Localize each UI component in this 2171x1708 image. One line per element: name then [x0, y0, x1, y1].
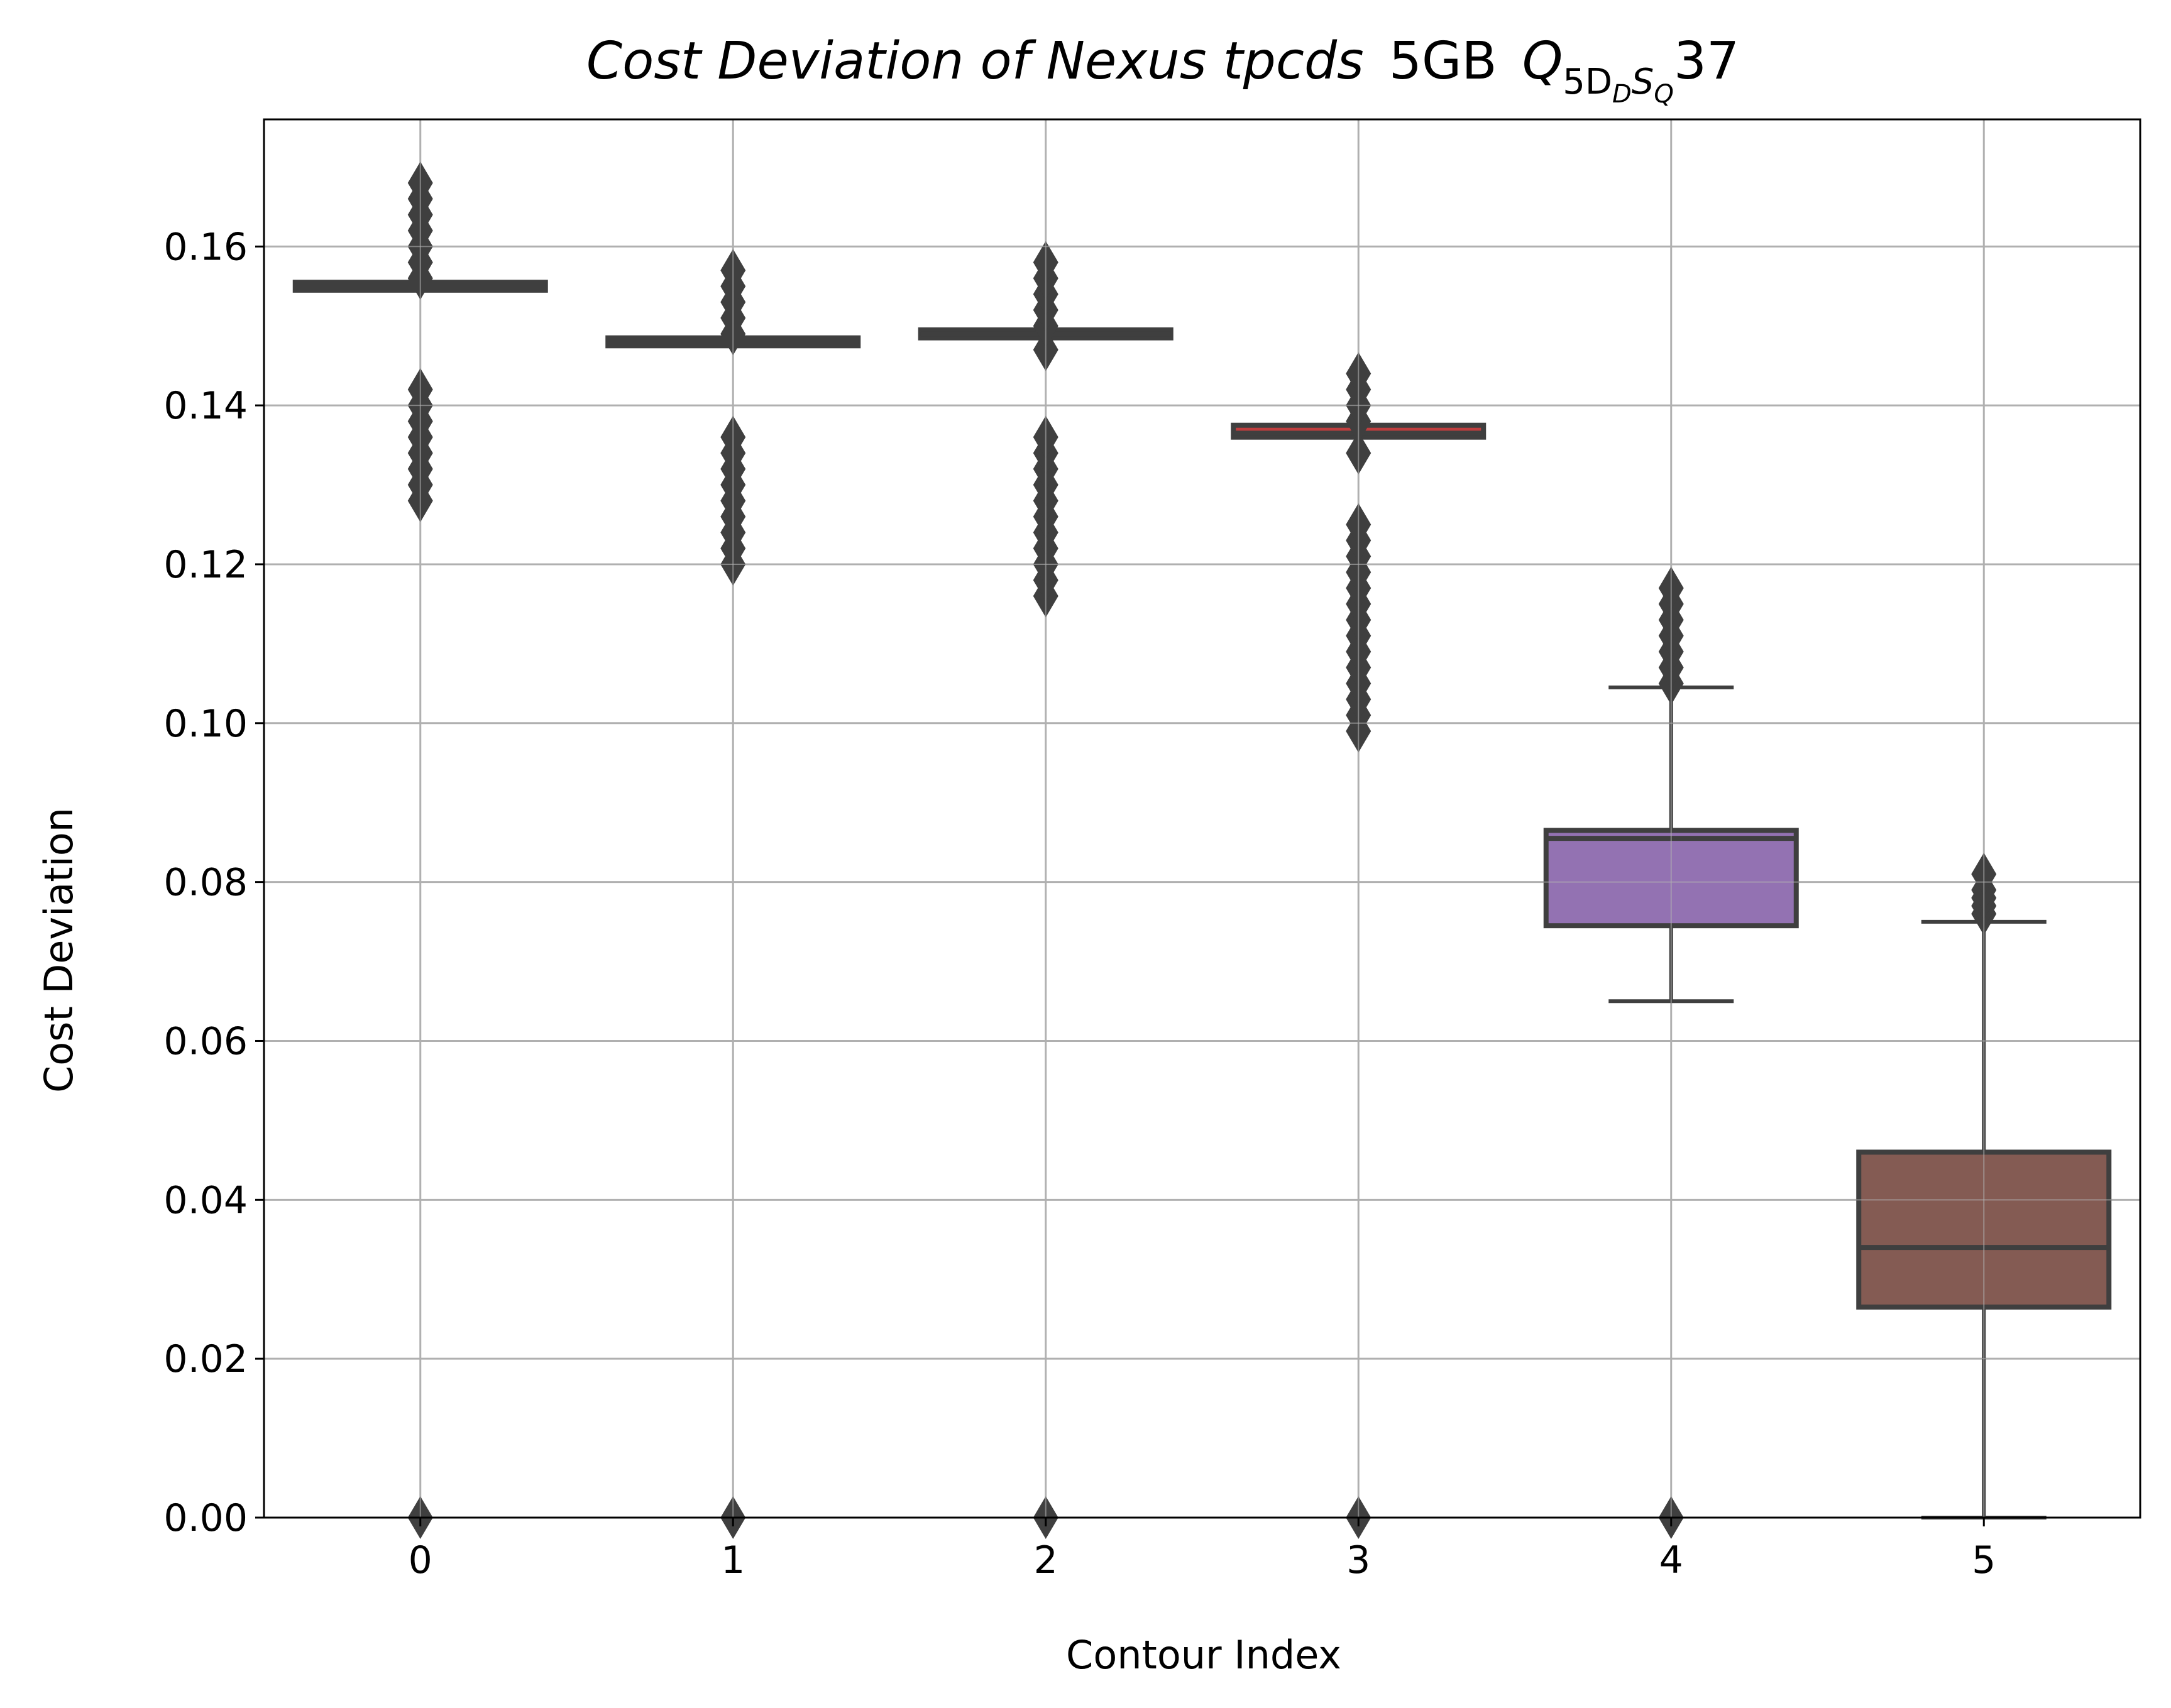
title-query-sub2-sub: Q: [1654, 80, 1673, 109]
y-tick-label: 0.00: [163, 1496, 248, 1540]
y-tick-label: 0.04: [163, 1178, 248, 1222]
y-tick-label: 0.10: [163, 702, 248, 746]
y-tick-label: 0.08: [163, 861, 248, 905]
y-tick-label: 0.14: [163, 384, 248, 428]
x-tick-label: 3: [1346, 1538, 1370, 1582]
x-tick-label: 5: [1972, 1538, 1996, 1582]
y-tick-label: 0.06: [163, 1019, 248, 1063]
y-tick-label: 0.02: [163, 1337, 248, 1381]
plot-frame: [263, 118, 2141, 1519]
title-query-sub-sub: D: [1612, 80, 1632, 109]
title-query-base: Q: [1522, 31, 1563, 91]
chart-title: Cost Deviation of Nexus tpcds 5GB Q5DDSQ37: [586, 31, 1739, 109]
x-tick-label: 4: [1659, 1538, 1683, 1582]
title-query-sub2: S: [1632, 62, 1654, 102]
box-layer: [264, 119, 2140, 1539]
x-tick-label: 2: [1034, 1538, 1058, 1582]
title-query-sub: 5D: [1563, 62, 1612, 102]
y-axis-label: Cost Deviation: [36, 807, 82, 1093]
y-tick-label: 0.12: [163, 543, 248, 587]
title-query-id: 37: [1674, 31, 1739, 91]
x-tick-label: 0: [409, 1538, 432, 1582]
title-scale: 5GB: [1389, 31, 1497, 91]
y-tick-label: 0.16: [163, 225, 248, 269]
x-axis-label: Contour Index: [1066, 1632, 1341, 1678]
title-prefix: Cost Deviation of Nexus tpcds: [586, 31, 1364, 91]
tick-layer: 0.00 0.02 0.04 0.06 0.08 0.10 0.12 0.14 0.16 0 1 2 3…: [163, 225, 1996, 1582]
x-tick-label: 1: [721, 1538, 745, 1582]
